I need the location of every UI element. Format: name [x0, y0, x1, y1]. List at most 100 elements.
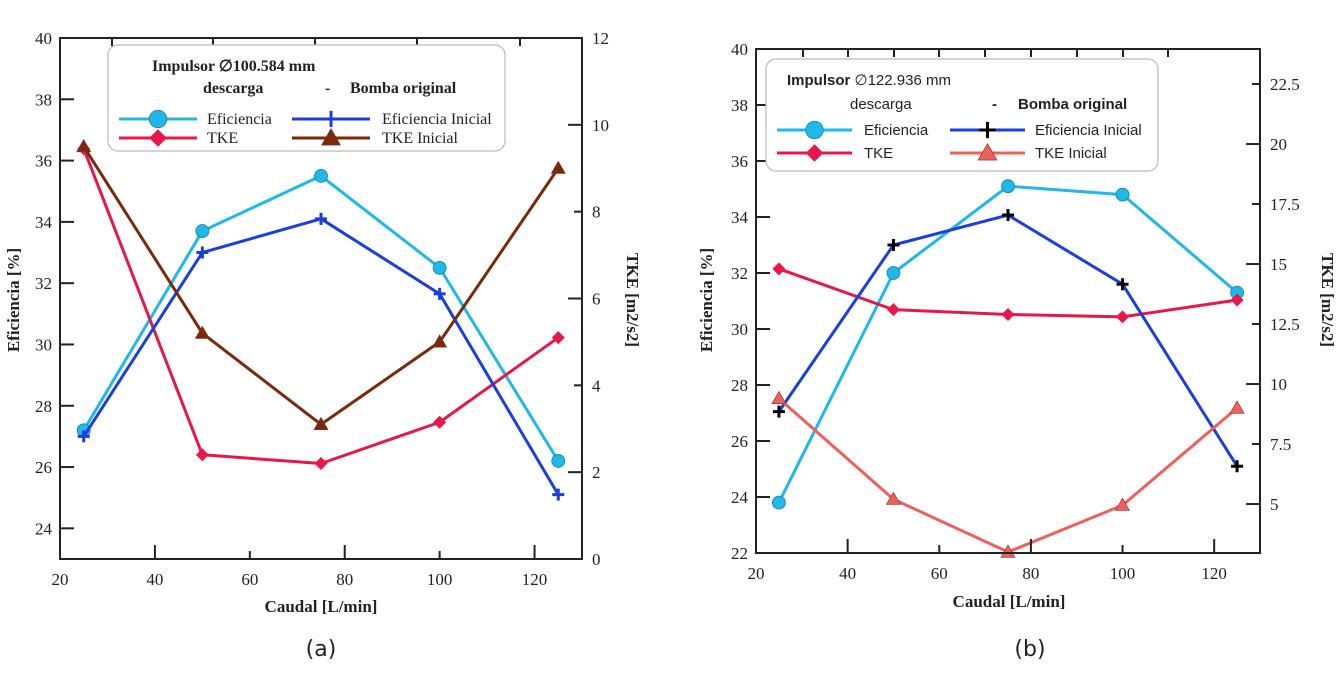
legend-label: TKE Inicial	[382, 130, 459, 147]
y-tick-label: 24	[35, 519, 53, 538]
y-tick-label: 36	[731, 152, 748, 171]
y2-tick-label: 17.5	[1270, 195, 1300, 214]
x-axis-title-a: Caudal [L/min]	[265, 597, 378, 616]
legend-entry-eficiencia: Eficiencia	[777, 120, 929, 140]
x-tick-label: 100	[1110, 564, 1136, 583]
y2-tick-label: 15	[1270, 255, 1287, 274]
legend-title-a: Impulsor ∅100.584 mm	[152, 58, 316, 75]
x-tick-label: 120	[522, 570, 548, 589]
data-point-tke-inicial	[1229, 400, 1245, 414]
data-point-tke-inicial	[550, 160, 566, 174]
legend-label: TKE Inicial	[1035, 145, 1107, 162]
legend-label: Eficiencia	[207, 111, 272, 128]
y2-tick-label: 10	[592, 116, 609, 135]
y2-axis-title-a: TKE [m2/s2]	[623, 253, 642, 347]
y2-tick-label: 12	[592, 29, 609, 48]
data-point-tke	[314, 456, 328, 470]
legend-entry-tke-inicial: TKE Inicial	[950, 142, 1107, 162]
x-axis-title-b: Caudal [L/min]	[953, 592, 1066, 611]
series-tke	[772, 262, 1244, 324]
data-point-eficiencia	[195, 224, 210, 238]
data-point-eficiencia	[772, 495, 786, 510]
data-point-eficiencia	[1001, 179, 1015, 194]
plot-area-a	[76, 138, 566, 501]
data-point-eficiencia-inicial	[433, 287, 446, 300]
data-point-eficiencia	[314, 169, 328, 183]
y-axis-title-b: Eficiencia [%]	[697, 248, 716, 352]
legend-swatch-marker	[805, 144, 824, 162]
legend-col1-header-a: descarga	[203, 80, 263, 97]
series-line-eficiencia	[777, 184, 1239, 504]
y2-tick-label: 4	[592, 376, 601, 395]
y-ticks-b: 22 24 26 28 30 32 34 36 38 40	[731, 40, 770, 563]
legend-label: TKE	[207, 130, 238, 147]
data-point-tke-inicial	[194, 325, 210, 339]
legend-box-b	[765, 58, 1159, 172]
y2-tick-label: 20	[1270, 135, 1287, 154]
legend-label: TKE	[864, 145, 893, 162]
legend-separator-b: -	[992, 96, 997, 113]
data-point-eficiencia-inicial	[552, 488, 565, 501]
data-point-tke	[433, 415, 447, 429]
y-tick-label: 32	[731, 264, 748, 283]
data-point-eficiencia-inicial	[1231, 460, 1244, 473]
data-point-tke-inicial	[313, 416, 329, 430]
data-point-tke-inicial	[1000, 544, 1016, 558]
legend-a: Impulsor ∅100.584 mm descarga - Bomba or…	[107, 44, 506, 152]
data-point-eficiencia-inicial	[1116, 278, 1129, 291]
legend-separator-a: -	[325, 80, 330, 97]
y2-tick-label: 12.5	[1270, 315, 1300, 334]
legend-entry-tke: TKE	[119, 129, 238, 147]
legend-title-text: Impulsor	[787, 72, 851, 89]
data-point-eficiencia-inicial	[887, 239, 900, 251]
plot-frame-b	[755, 48, 1261, 554]
y2-tick-label: 8	[592, 203, 601, 222]
y-tick-label: 40	[35, 29, 52, 48]
series-eficiencia	[772, 179, 1244, 510]
legend-title-b: Impulsor ∅122.936 mm	[787, 72, 951, 89]
legend-diameter-text: ∅100.584 mm	[219, 58, 316, 75]
y-tick-label: 28	[35, 397, 52, 416]
data-point-tke-inicial	[76, 138, 92, 153]
data-point-tke	[1230, 293, 1244, 307]
series-line-tke-inicial	[777, 397, 1239, 554]
x-tick-label: 20	[52, 570, 69, 589]
x-ticks-a: 20 40 60 80 100 120	[52, 38, 548, 589]
data-point-tke-inicial	[1115, 497, 1131, 511]
x-tick-label: 80	[336, 570, 353, 589]
legend-title-text: Impulsor	[152, 58, 215, 75]
y-tick-label: 30	[731, 320, 748, 339]
x-tick-label: 60	[241, 570, 258, 589]
y-tick-label: 38	[35, 90, 52, 109]
y-tick-label: 38	[731, 96, 748, 115]
data-point-tke	[1116, 310, 1130, 324]
legend-entries-a: Eficiencia TKE Eficiencia Inicial TKE Inici…	[119, 109, 492, 147]
panel-caption-a: (a)	[306, 637, 337, 662]
y2-tick-label: 10	[1270, 375, 1287, 394]
data-point-eficiencia-inicial	[1002, 209, 1014, 222]
y-tick-label: 34	[35, 213, 53, 232]
legend-col1-header-b: descarga	[850, 96, 912, 113]
y-tick-label: 36	[35, 152, 52, 171]
x-ticks-b: 20 40 60 80 100 120	[748, 49, 1227, 583]
y2-ticks-a: 0 2 4 6 8 10 12	[568, 29, 609, 569]
y-tick-label: 28	[731, 376, 748, 395]
legend-swatch-marker	[148, 109, 168, 129]
data-point-eficiencia-inicial	[196, 246, 209, 259]
panel-caption-b: (b)	[1014, 637, 1045, 662]
legend-box-a	[107, 44, 506, 152]
legend-entry-eficiencia-inicial: Eficiencia Inicial	[292, 110, 492, 128]
data-point-eficiencia	[551, 454, 566, 468]
legend-entry-eficiencia-inicial: Eficiencia Inicial	[950, 121, 1142, 139]
legend-col2-header-b: Bomba original	[1018, 96, 1127, 113]
data-point-tke-inicial	[771, 390, 787, 404]
data-point-tke	[195, 448, 209, 462]
y2-axis-title-b: TKE [m2/s2]	[1318, 253, 1337, 347]
x-tick-label: 120	[1201, 564, 1227, 583]
legend-swatch-marker	[149, 129, 167, 147]
data-point-eficiencia-inicial	[315, 212, 327, 225]
x-tick-label: 20	[748, 564, 765, 583]
legend-entry-tke: TKE	[777, 144, 893, 162]
y-tick-label: 40	[731, 40, 748, 59]
